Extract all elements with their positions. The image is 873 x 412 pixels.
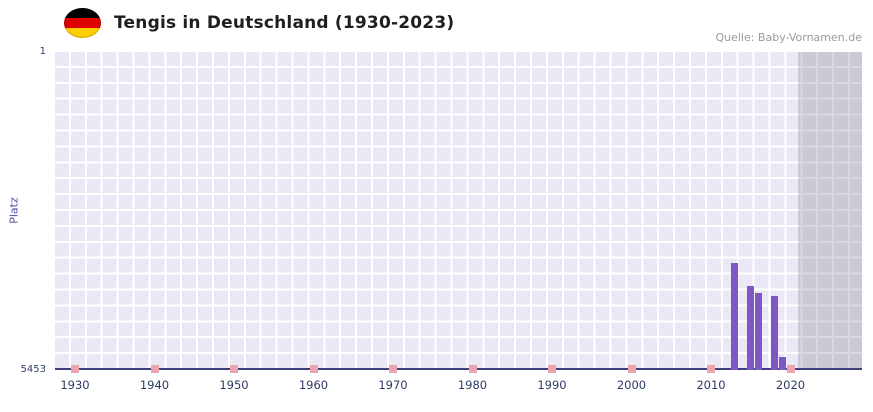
axis-tick-1980 [468, 365, 477, 373]
x-tick-label-1940: 1940 [139, 378, 170, 392]
bar-2015[interactable] [747, 285, 755, 370]
axis-tick-1990 [548, 365, 556, 373]
bar-2018[interactable] [771, 295, 779, 370]
y-axis-min-label: 5453 [20, 364, 46, 375]
axis-tick-1950 [230, 365, 238, 373]
axis-tick-2010 [707, 365, 715, 373]
x-tick-label-1960: 1960 [298, 378, 329, 392]
x-tick-label-1970: 1970 [378, 378, 408, 392]
x-tick-label-1950: 1950 [219, 378, 249, 392]
x-tick-label-1930: 1930 [60, 378, 90, 392]
y-axis-title: Platz [7, 197, 21, 224]
axis-tick-1930 [71, 365, 79, 373]
axis-tick-1970 [389, 365, 397, 373]
axis-tick-2020 [786, 365, 795, 373]
x-tick-label-2020: 2020 [775, 378, 806, 392]
source-label: Quelle: Baby-Vornamen.de [715, 31, 862, 44]
x-tick-label-2010: 2010 [696, 378, 726, 392]
bar-2013[interactable] [731, 263, 739, 370]
x-tick-label-1990: 1990 [537, 378, 567, 392]
axis-tick-2000 [627, 365, 636, 373]
y-axis-max-label: 1 [39, 46, 46, 57]
recent-years-band [798, 52, 862, 368]
bar-2019[interactable] [779, 356, 787, 370]
x-axis: 1930 1940 1950 1960 1970 1980 1990 2000 2010 2020 [55, 378, 862, 398]
bar-2016[interactable] [755, 292, 763, 370]
axis-tick-1940 [150, 365, 159, 373]
axis-tick-1960 [309, 365, 318, 373]
german-flag-icon [64, 8, 101, 38]
x-tick-label-1980: 1980 [457, 378, 488, 392]
plot-area [55, 52, 862, 373]
chart-title: Tengis in Deutschland (1930-2023) [114, 13, 455, 33]
x-tick-label-2000: 2000 [616, 378, 647, 392]
